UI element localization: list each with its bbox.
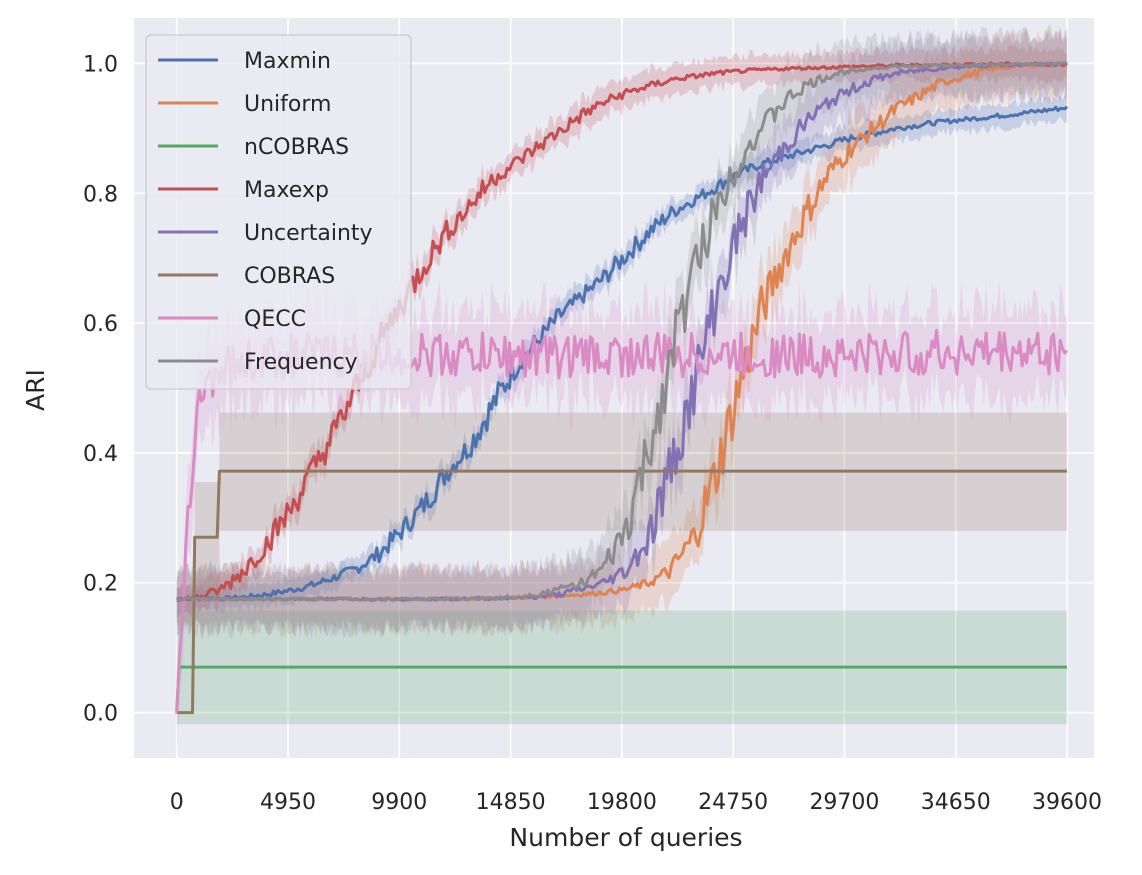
x-tick-label-4: 19800 <box>587 790 657 815</box>
band-uncertainty <box>176 26 1068 639</box>
x-tick-label-6: 29700 <box>809 790 879 815</box>
legend-label-maxexp: Maxexp <box>244 178 329 203</box>
legend: Maxmin Uniform nCOBRAS Maxexp Uncertainty COB… <box>145 34 412 390</box>
x-tick-label-5: 24750 <box>698 790 768 815</box>
x-tick-label-2: 9900 <box>371 790 427 815</box>
legend-label-qecc: QECC <box>244 307 306 332</box>
x-tick-label-1: 4950 <box>260 790 316 815</box>
band-qecc <box>176 278 1068 757</box>
confidence-bands <box>176 24 1068 757</box>
line-maxexp <box>176 61 1068 602</box>
y-tick-label-3: 0.6 <box>83 312 118 337</box>
y-axis-label: ARI <box>21 369 50 411</box>
y-tick-label-5: 1.0 <box>83 52 118 77</box>
x-tick-label-3: 14850 <box>476 790 546 815</box>
x-tick-label-8: 39600 <box>1032 790 1102 815</box>
legend-label-cobras: COBRAS <box>244 264 335 289</box>
y-tick-label-4: 0.8 <box>83 182 118 207</box>
y-tick-label-2: 0.4 <box>83 442 118 467</box>
x-axis-label: Number of queries <box>509 823 742 852</box>
legend-label-frequency: Frequency <box>244 350 358 375</box>
legend-label-ncobras: nCOBRAS <box>244 135 349 160</box>
x-tick-label-0: 0 <box>170 790 184 815</box>
band-frequency <box>176 24 1068 639</box>
legend-label-uncertainty: Uncertainty <box>244 221 373 246</box>
y-tick-label-0: 0.0 <box>83 702 118 727</box>
legend-label-maxmin: Maxmin <box>244 49 331 74</box>
legend-label-uniform: Uniform <box>244 92 331 117</box>
band-cobras <box>194 412 1068 599</box>
band-uniform <box>176 26 1068 639</box>
x-tick-label-7: 34650 <box>921 790 991 815</box>
legend-box <box>145 34 412 390</box>
line-maxmin <box>176 105 1069 602</box>
line-frequency <box>176 61 1068 602</box>
y-axis-ticks: 0.0 0.2 0.4 0.6 0.8 1.0 <box>83 52 118 726</box>
line-cobras <box>176 469 1067 715</box>
x-axis-ticks: 0 4950 9900 14850 19800 24750 29700 34650 39600 <box>170 790 1102 815</box>
y-tick-label-1: 0.2 <box>83 572 118 597</box>
